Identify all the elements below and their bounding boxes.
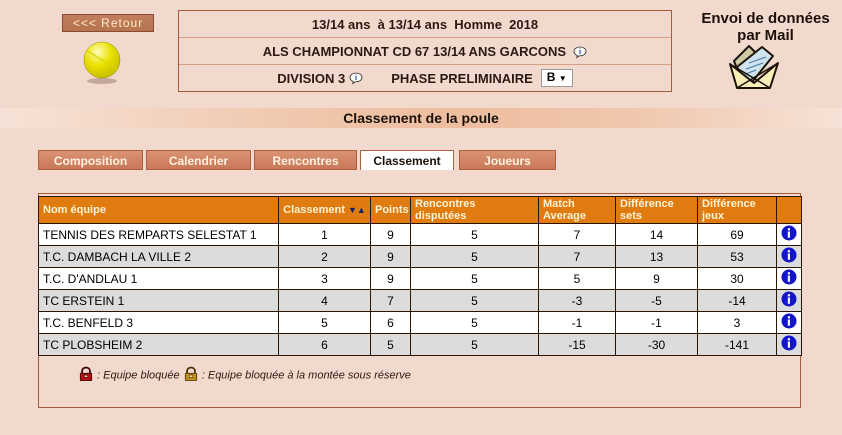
svg-text:i: i	[355, 74, 357, 83]
svg-text:i: i	[579, 48, 581, 57]
